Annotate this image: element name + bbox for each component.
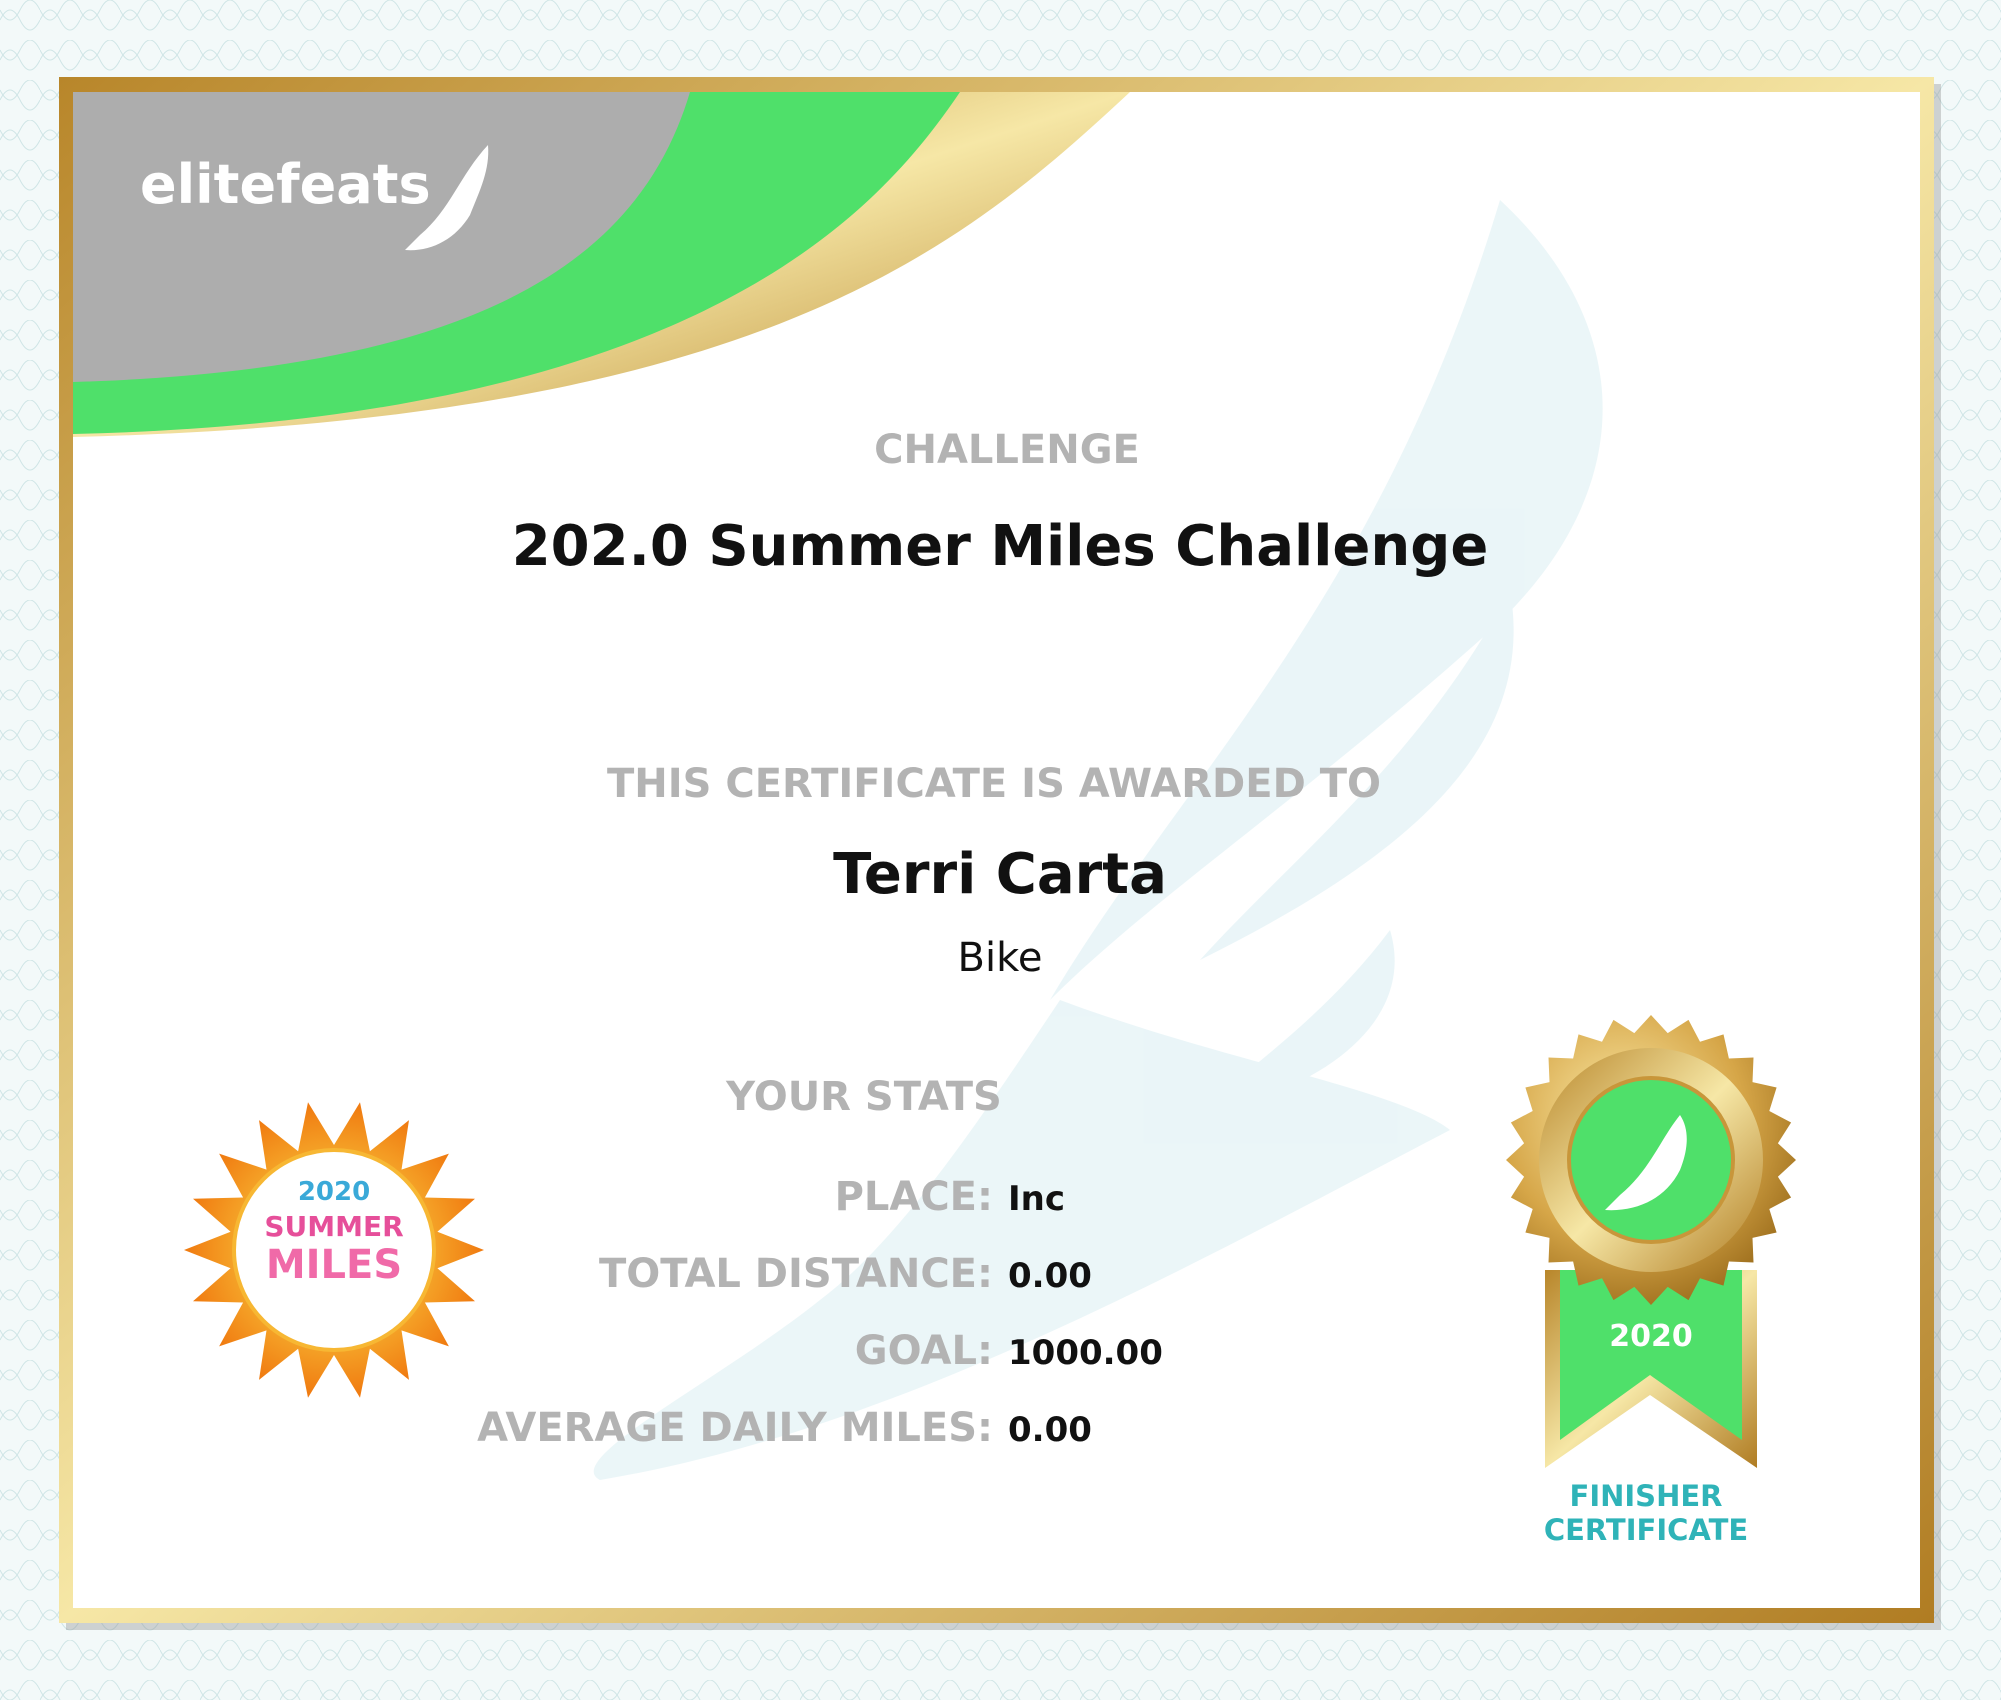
stat-value: 0.00 xyxy=(1008,1410,1092,1450)
section-label: CHALLENGE xyxy=(874,427,1140,473)
seal-wing xyxy=(1605,1115,1687,1211)
sun-center xyxy=(232,1148,436,1352)
grey-swoosh xyxy=(73,92,690,382)
stat-label: PLACE: xyxy=(835,1174,993,1220)
recipient-name: Terri Carta xyxy=(833,842,1167,907)
ribbon xyxy=(1560,1270,1742,1440)
logo-year: 2020 xyxy=(298,1177,370,1207)
activity: Bike xyxy=(958,935,1043,981)
event-logo: 2020 SUMMER MILES xyxy=(184,1102,484,1398)
medal-caption: FINISHER xyxy=(1570,1479,1723,1513)
logo-line: MILES xyxy=(266,1242,402,1288)
medal-caption: CERTIFICATE xyxy=(1544,1513,1748,1547)
stat-value: 1000.00 xyxy=(1008,1333,1163,1373)
watermark xyxy=(593,200,1603,1480)
medal: 2020 FINISHER CERTIFICATE xyxy=(1506,1015,1796,1547)
stat-label: AVERAGE DAILY MILES: xyxy=(477,1405,993,1451)
stat-value: Inc xyxy=(1008,1179,1065,1219)
logo-text: elitefeats xyxy=(140,153,431,216)
logo-wing xyxy=(405,145,489,251)
stat-label: GOAL: xyxy=(855,1328,993,1374)
stat-label: TOTAL DISTANCE: xyxy=(599,1251,993,1297)
stat-value: 0.00 xyxy=(1008,1256,1092,1296)
challenge-name: 202.0 Summer Miles Challenge xyxy=(512,514,1489,579)
logo-line: SUMMER xyxy=(264,1210,403,1243)
stats-table: PLACE: Inc TOTAL DISTANCE: 0.00 GOAL: 1000.00… xyxy=(477,1174,1163,1451)
section-label: THIS CERTIFICATE IS AWARDED TO xyxy=(607,761,1381,807)
section-label: YOUR STATS xyxy=(725,1074,1002,1120)
medal-year: 2020 xyxy=(1609,1319,1693,1354)
